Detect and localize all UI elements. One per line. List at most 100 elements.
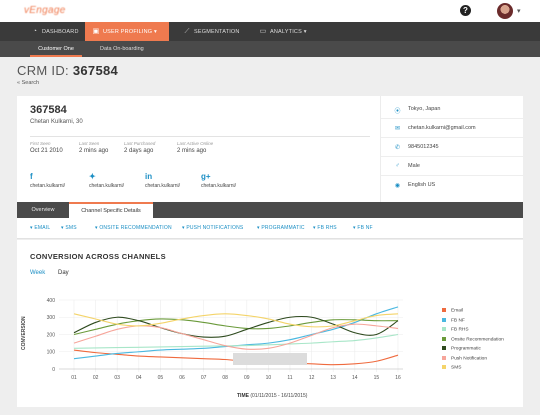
tab-channel-specific-details[interactable]: Channel Specific Details [69, 202, 153, 218]
x-tick-label: 13 [330, 375, 336, 381]
x-tick-label: 16 [395, 375, 401, 381]
channel-programmatic[interactable]: ▾ PROGRAMMATIC [257, 225, 305, 231]
chart-legend: Email FB NF FB RHS Onsite Recommendation Pro… [442, 308, 504, 375]
stat-value: Oct 21 2010 [30, 148, 63, 154]
detail-email: ✉ chetan.kulkarni@gmail.com [381, 119, 524, 138]
chart-title: CONVERSION ACROSS CHANNELS [30, 252, 166, 261]
channel-label: EMAIL [34, 225, 51, 231]
channel-fb-rhs[interactable]: ▾ FB RHS [313, 225, 337, 231]
x-tick-label: 15 [374, 375, 380, 381]
legend-label: SMS [451, 365, 462, 371]
profile-card: 367584 Chetan Kulkarni, 30 First Seen Oc… [17, 96, 524, 202]
social-handle: chetan.kulkarni/ [30, 183, 66, 189]
x-axis-label-bold: TIME [237, 393, 249, 399]
top-bar: vEngage ? ▾ [0, 0, 540, 22]
legend-swatch [442, 355, 446, 360]
channel-label: ONSITE RECOMMENDATION [99, 225, 172, 231]
channel-email[interactable]: ▾ EMAIL [30, 225, 50, 231]
series-line-sms [73, 313, 399, 328]
channel-filters: ▾ EMAIL ▾ SMS ▾ ONSITE RECOMMENDATION ▾ … [17, 218, 523, 239]
channel-sms[interactable]: ▾ SMS [61, 225, 77, 231]
legend-item-onsite-recommendation[interactable]: Onsite Recommendation [442, 336, 504, 347]
legend-item-push-notification[interactable]: Push Notification [442, 355, 504, 366]
location-pin-icon: ⦿ [394, 109, 401, 115]
detail-text: Tokyo, Japan [408, 106, 441, 112]
contact-details-panel: ⦿ Tokyo, Japan ✉ chetan.kulkarni@gmail.c… [380, 96, 524, 202]
series-line-push-notification [73, 323, 399, 350]
detail-text: chetan.kulkarni@gmail.com [408, 125, 476, 131]
back-to-search-link[interactable]: « Search [17, 80, 40, 86]
x-tick-label: 02 [93, 375, 99, 381]
chevron-down-icon: ▾ [154, 29, 157, 35]
twitter-icon: ✦ [89, 172, 96, 181]
user-avatar[interactable] [497, 3, 513, 19]
help-icon[interactable]: ? [460, 5, 471, 16]
y-tick-label: 400 [47, 298, 56, 304]
legend-item-sms[interactable]: SMS [442, 365, 504, 375]
y-tick-label: 300 [47, 315, 56, 321]
tab-overview[interactable]: Overview [31, 207, 55, 213]
chevron-down-icon: ▾ [182, 225, 185, 231]
language-icon: ◉ [394, 183, 401, 189]
chevron-down-icon: ▾ [313, 225, 316, 231]
app-logo[interactable]: vEngage [24, 5, 66, 16]
detail-language: ◉ English US [381, 176, 524, 195]
stat-last-purchased: Last Purchased 2 days ago [124, 141, 155, 154]
page-title-id: 367584 [72, 63, 119, 78]
period-day[interactable]: Day [58, 270, 69, 276]
stat-label: Last Purchased [124, 141, 156, 146]
period-week[interactable]: Week [30, 270, 46, 276]
nav-dashboard[interactable]: ◔ DASHBOARD [26, 22, 86, 41]
subnav-data-onboarding[interactable]: Data On-boarding [100, 46, 144, 52]
email-icon: ✉ [394, 126, 401, 132]
stat-label: First Seen [30, 141, 51, 146]
legend-item-programmatic[interactable]: Programmatic [442, 346, 504, 356]
detail-gender: ♂ Male [381, 157, 524, 176]
social-google-plus[interactable]: g+ chetan.kulkarni/ [201, 172, 236, 189]
channel-label: FB NF [357, 225, 373, 231]
x-tick-label: 03 [114, 375, 120, 381]
channel-onsite-recommendation[interactable]: ▾ ONSITE RECOMMENDATION [95, 225, 172, 231]
nav-analytics[interactable]: ▭ ANALYTICS ▾ [258, 22, 322, 41]
gender-icon: ♂ [395, 163, 400, 169]
chevron-down-icon[interactable]: ▾ [517, 8, 521, 15]
x-tick-label: 11 [287, 375, 292, 381]
channel-label: PUSH NOTIFICATIONS [186, 225, 244, 231]
conversion-line-chart: 0 100 200 300 400 01 02 03 04 05 06 07 08 09 10 11 12 13 1… [47, 298, 403, 381]
nav-user-profiling[interactable]: ▣ USER PROFILING ▾ [85, 22, 169, 41]
y-tick-label: 200 [47, 332, 56, 338]
legend-label: FB RHS [451, 327, 469, 333]
channel-fb-nf[interactable]: ▾ FB NF [353, 225, 373, 231]
detail-text: English US [408, 182, 436, 188]
nav-segmentation[interactable]: ⟋ SEGMENTATION [182, 22, 248, 41]
legend-label: Push Notification [451, 355, 487, 361]
stat-label: Last Seen [79, 141, 100, 146]
social-twitter[interactable]: ✦ chetan.kulkarni/ [89, 172, 124, 189]
chevron-down-icon: ▾ [257, 225, 260, 231]
y-tick-label: 100 [47, 350, 56, 356]
social-linkedin[interactable]: in chetan.kulkarni/ [145, 172, 180, 189]
social-handle: chetan.kulkarni/ [89, 183, 125, 189]
stat-value: 2 days ago [124, 148, 154, 154]
legend-swatch [442, 346, 446, 350]
legend-label: Email [451, 308, 463, 314]
channel-label: SMS [65, 225, 77, 231]
nav-dashboard-label: DASHBOARD [42, 29, 79, 35]
x-tick-label: 04 [136, 375, 142, 381]
legend-swatch [442, 317, 446, 322]
user-profiling-icon: ▣ [92, 28, 100, 35]
profile-tabs: Overview Channel Specific Details [17, 202, 523, 218]
x-tick-label: 14 [352, 375, 358, 381]
series-line-fb-rhs [73, 333, 399, 349]
legend-label: Programmatic [451, 346, 481, 352]
social-facebook[interactable]: f chetan.kulkarni/ [30, 172, 65, 189]
x-tick-label: 12 [309, 375, 315, 381]
legend-item-fb-nf[interactable]: FB NF [442, 317, 504, 328]
x-axis-label: TIME (01/11/2015 - 16/11/2015) [237, 393, 307, 399]
channel-push-notifications[interactable]: ▾ PUSH NOTIFICATIONS [182, 225, 243, 231]
legend-item-fb-rhs[interactable]: FB RHS [442, 327, 504, 337]
subnav-customer-one[interactable]: Customer One [30, 41, 82, 57]
channel-label: FB RHS [317, 225, 337, 231]
detail-text: Male [408, 163, 420, 169]
legend-item-email[interactable]: Email [442, 308, 504, 318]
